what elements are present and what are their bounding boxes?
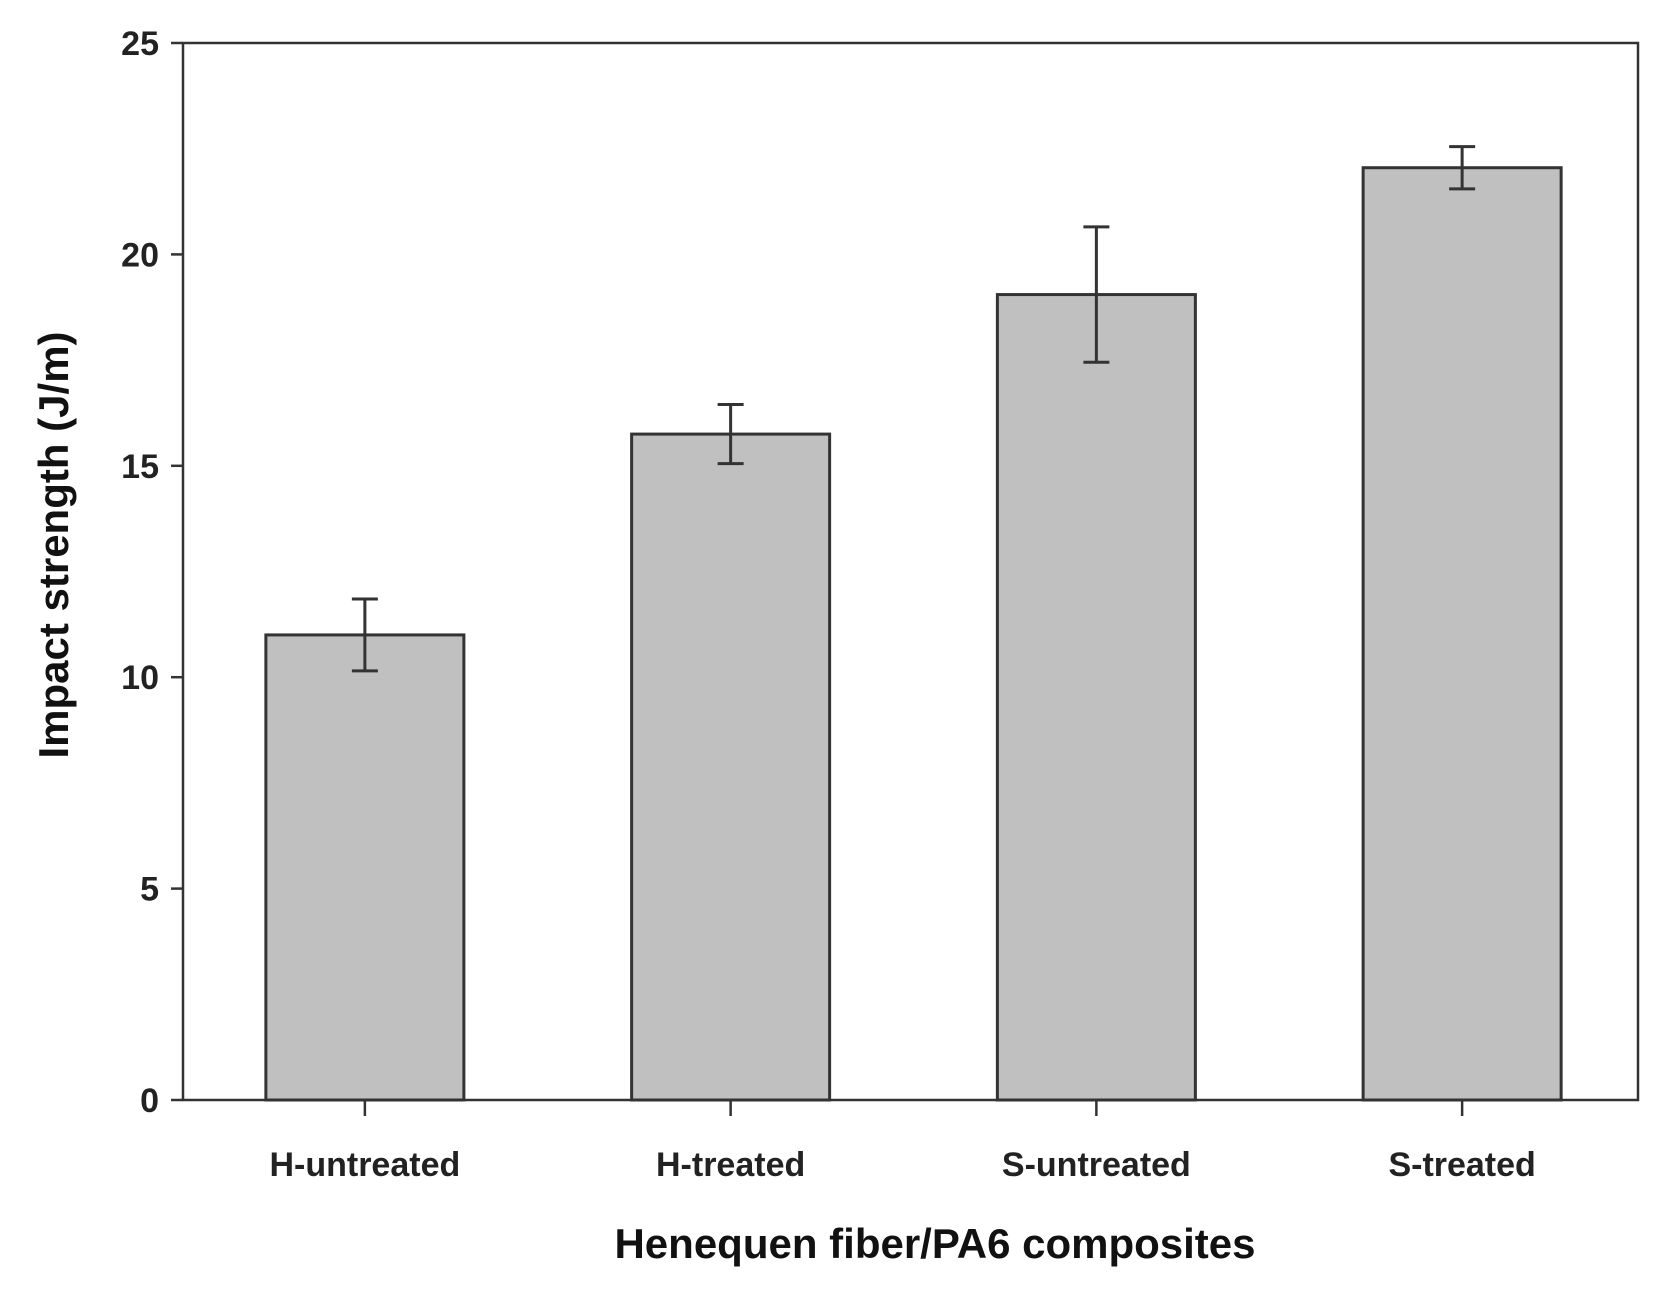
y-axis-ticks: 0 5 10 15 20 25 (121, 25, 183, 1120)
x-axis-ticks: H-untreated H-treated S-untreated S-treated (269, 1100, 1536, 1184)
bar-h-treated (630, 432, 832, 1102)
x-tick-label: H-untreated (269, 1146, 460, 1184)
x-axis-title: Henequen fiber/PA6 composites (614, 1220, 1255, 1267)
x-tick-label: H-treated (656, 1146, 805, 1184)
x-tick-label: S-treated (1388, 1146, 1535, 1184)
plot-frame (181, 41, 1640, 1102)
y-tick-label: 20 (121, 236, 159, 274)
plot-border (181, 41, 1640, 1102)
bar-s-untreated (995, 293, 1197, 1102)
bar-h-untreated (264, 633, 466, 1102)
error-bars (351, 145, 1476, 673)
y-tick-label: 10 (121, 659, 159, 697)
y-tick-label: 0 (140, 1082, 159, 1120)
bars (264, 166, 1563, 1102)
y-tick-label: 15 (121, 448, 159, 486)
y-axis-title: Impact strength (J/m) (30, 331, 77, 758)
bar-s-treated (1361, 166, 1563, 1102)
x-tick-label: S-untreated (1002, 1146, 1191, 1184)
y-tick-label: 5 (140, 871, 159, 909)
y-tick-label: 25 (121, 25, 159, 63)
